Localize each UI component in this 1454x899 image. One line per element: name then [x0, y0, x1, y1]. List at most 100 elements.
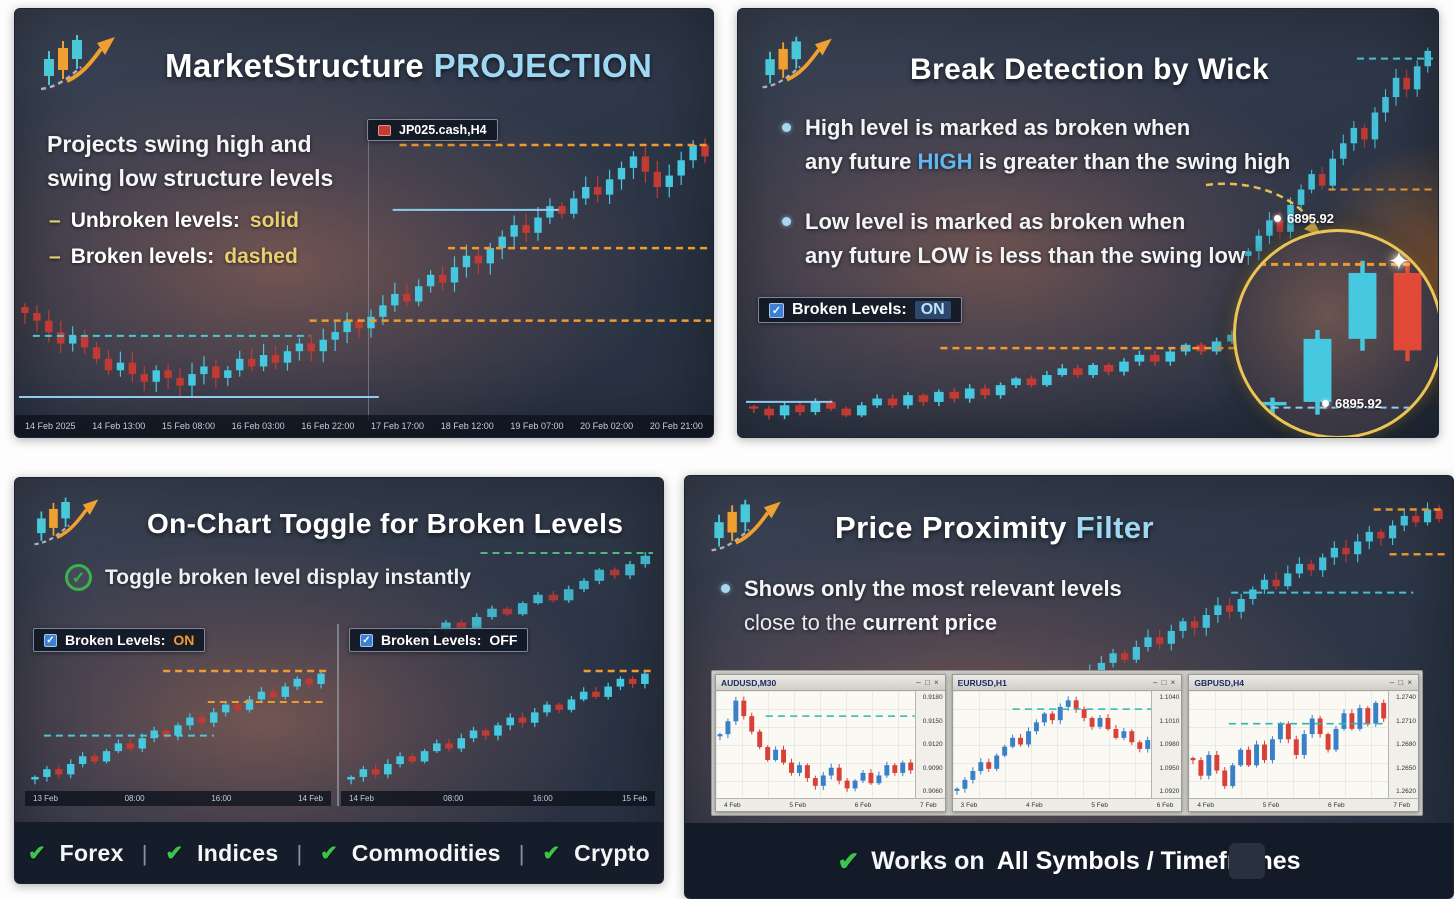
- checkbox-icon[interactable]: ✓: [44, 633, 57, 647]
- bullet-line: any future LOW is less than the swing lo…: [805, 243, 1246, 268]
- broken-levels-on-toggle[interactable]: ✓ Broken Levels: ON: [33, 628, 206, 652]
- window-body: 1.1040 1.1010 1.0980 1.0950 1.0920: [952, 691, 1182, 798]
- desc-line2: swing low structure levels: [47, 165, 334, 191]
- time-axis: 14 Feb 08:00 16:00 15 Feb: [341, 791, 655, 806]
- wick-zoom-magnifier: ✦ 6895.92: [1233, 229, 1438, 437]
- window-title: GBPUSD,H4: [1194, 677, 1244, 688]
- bar-accent-square: [1229, 843, 1265, 879]
- panel-marketstructure-projection: MarketStructure PROJECTION Projects swin…: [14, 8, 714, 438]
- mini-candlestick-chart: [717, 696, 915, 792]
- check-icon: ✔: [837, 846, 860, 876]
- window-controls[interactable]: – □ ×: [1389, 678, 1414, 687]
- checkbox-icon[interactable]: ✓: [360, 633, 373, 647]
- price-dot: [1322, 400, 1329, 407]
- bullet-dot: [782, 217, 791, 226]
- time-axis: 4 Feb 5 Feb 6 Feb 7 Feb: [716, 798, 945, 811]
- check-icon: ✔: [28, 842, 46, 865]
- panel1-title-main: MarketStructure: [165, 47, 425, 84]
- plot-area: [716, 691, 915, 798]
- price-scale: 1.1040 1.1010 1.0980 1.0950 1.0920: [1151, 691, 1182, 798]
- window-title: AUDUSD,M30: [721, 677, 777, 688]
- toggle-label: Broken Levels:: [65, 632, 166, 648]
- check-icon: ✔: [165, 842, 184, 865]
- toggle-label: Broken Levels:: [792, 301, 907, 318]
- toggle-state: ON: [173, 632, 195, 648]
- subchart-broken-off: ✓ Broken Levels: OFF 14 Feb 08:00 16:00 15 …: [337, 624, 655, 806]
- bullet-dot: [782, 123, 791, 132]
- zoom-price-label: 6895.92: [1322, 396, 1382, 411]
- feature-text: Toggle broken level display instantly: [105, 565, 472, 589]
- toggle-state: OFF: [489, 632, 518, 648]
- legend-value: solid: [249, 209, 299, 232]
- backdrop-candlestick-chart: [425, 552, 653, 637]
- panel3-title: On-Chart Toggle for Broken Levels: [147, 508, 624, 539]
- bullet-line: High level is marked as broken when: [805, 115, 1191, 140]
- candlestick-chart-off: [347, 669, 651, 785]
- time-axis: 4 Feb 5 Feb 6 Feb 7 Feb: [1189, 798, 1419, 811]
- broken-levels-off-toggle[interactable]: ✓ Broken Levels: OFF: [349, 628, 529, 652]
- bullet-low-break: Low level is marked as broken when any f…: [782, 205, 1245, 273]
- bullet-line: any future HIGH is greater than the swin…: [805, 145, 1290, 179]
- toggle-state: ON: [914, 301, 951, 319]
- window-controls[interactable]: – □ ×: [1152, 678, 1177, 687]
- legend-list: – Unbroken levels: solid – Broken levels…: [49, 209, 299, 281]
- toggle-label: Broken Levels:: [381, 632, 482, 648]
- panel1-description: Projects swing high and swing low struct…: [47, 127, 333, 195]
- panel1-title-accent: PROJECTION: [433, 47, 653, 84]
- bullet-line: Shows only the most relevant levels: [744, 576, 1122, 601]
- text-segment: close to the: [744, 610, 863, 635]
- window-body: 0.9180 0.9150 0.9120 0.9090 0.9060: [716, 691, 945, 798]
- text-segment: is greater than the swing high: [972, 149, 1291, 174]
- legend-label: Broken levels:: [70, 245, 215, 268]
- time-axis: 3 Feb 4 Feb 5 Feb 6 Feb: [952, 798, 1182, 811]
- break-burst-icon: ✦: [1388, 246, 1410, 276]
- check-circle-icon: ✓: [65, 564, 92, 591]
- candlestick-chart-projection: [19, 121, 711, 421]
- panel-onchart-toggle: On-Chart Toggle for Broken Levels ✓ Togg…: [14, 477, 664, 884]
- separator: |: [296, 840, 303, 866]
- bullet-proximity: Shows only the most relevant levels clos…: [721, 572, 1122, 640]
- window-controls[interactable]: – □ ×: [916, 678, 940, 687]
- bullet-high-break: High level is marked as broken when any …: [782, 111, 1290, 179]
- price-value: 6895.92: [1287, 211, 1334, 226]
- separator: |: [518, 840, 525, 866]
- plot-area: [952, 691, 1152, 798]
- dash-bullet: –: [49, 209, 61, 232]
- panel4-title-main: Price Proximity: [835, 510, 1067, 545]
- asset-classes-bar: ✔ Forex | ✔ Indices | ✔ Commodities | ✔ …: [15, 822, 663, 883]
- works-on-bar: ✔ Works on All Symbols / Timeframes: [685, 823, 1453, 898]
- symbol-label: JP025.cash,H4: [399, 123, 487, 137]
- text-segment: any future: [805, 149, 918, 174]
- asset-crypto: Crypto: [574, 840, 650, 866]
- mini-candlestick-chart: [1190, 699, 1389, 789]
- asset-indices: Indices: [197, 840, 279, 866]
- candles-arrow-logo-icon: [762, 36, 832, 89]
- window-body: 1.2740 1.2710 1.2680 1.2650 1.2620: [1189, 691, 1419, 798]
- candlestick-chart-main: [746, 322, 1286, 420]
- legend-unbroken: – Unbroken levels: solid: [49, 209, 299, 233]
- checkmark-glyph: ✓: [71, 569, 86, 587]
- legend-value: dashed: [224, 245, 298, 268]
- legend-broken: – Broken levels: dashed: [49, 245, 299, 269]
- text-segment-bold: current price: [862, 610, 998, 635]
- candles-arrow-logo-icon: [711, 499, 781, 552]
- bullet-dot: [721, 584, 730, 593]
- chart-flag-icon: [378, 124, 391, 136]
- checkbox-icon[interactable]: ✓: [769, 302, 784, 318]
- backdrop-candlestick-chart: [1245, 47, 1433, 265]
- candlestick-chart-on: [31, 669, 327, 785]
- broken-levels-toggle[interactable]: ✓ Broken Levels: ON: [758, 297, 962, 323]
- window-titlebar: AUDUSD,M30 – □ ×: [716, 675, 945, 691]
- check-icon: ✔: [320, 842, 338, 865]
- price-label: 6895.92: [1274, 211, 1334, 226]
- bullet-line: Low level is marked as broken when: [805, 209, 1186, 234]
- bullet-line: close to the current price: [744, 606, 1122, 640]
- price-dot: [1274, 215, 1281, 222]
- price-value: 6895.92: [1335, 396, 1382, 411]
- check-icon: ✔: [542, 842, 561, 865]
- separator: |: [141, 840, 148, 866]
- zoom-candlestick-chart: [1258, 260, 1430, 419]
- panel4-title-accent: Filter: [1075, 510, 1154, 545]
- candles-arrow-logo-icon: [40, 35, 115, 91]
- time-axis: 14 Feb 2025 14 Feb 13:00 15 Feb 08:00 16 Fe…: [15, 415, 713, 437]
